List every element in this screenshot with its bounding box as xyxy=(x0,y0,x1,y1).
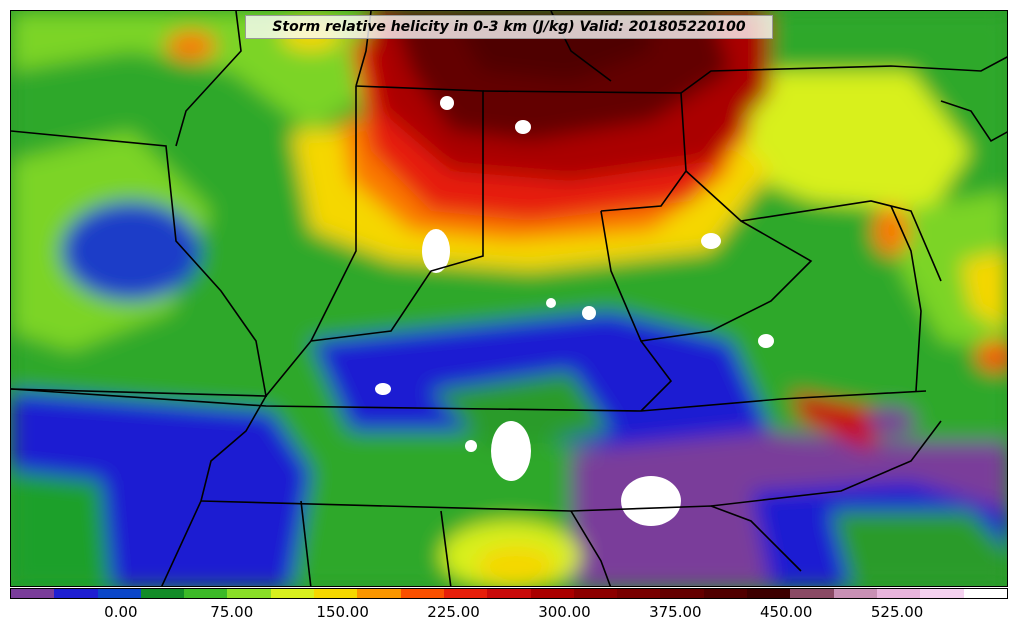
colorbar-tick-label: 75.00 xyxy=(210,603,254,621)
colorbar-segment xyxy=(747,589,791,598)
colorbar-segment xyxy=(184,589,228,598)
helicity-map xyxy=(11,11,1007,586)
colorbar-segment xyxy=(487,589,531,598)
colorbar-tick-label: 375.00 xyxy=(649,603,702,621)
colorbar xyxy=(10,588,1008,599)
map-frame xyxy=(10,10,1008,587)
colorbar-labels: 0.00 75.00 150.00 225.00 300.00 375.00 450.00 5… xyxy=(10,600,1008,624)
colorbar-tick-label: 300.00 xyxy=(538,603,591,621)
colorbar-tick-label: 450.00 xyxy=(759,603,813,621)
colorbar-segment xyxy=(617,589,661,598)
colorbar-segment xyxy=(400,589,444,598)
colorbar-segment xyxy=(790,589,834,598)
colorbar-segment xyxy=(530,589,574,598)
colorbar-tick-label: 225.00 xyxy=(427,603,480,621)
colorbar-segment xyxy=(314,589,358,598)
colorbar-segment xyxy=(97,589,141,598)
colorbar-segment xyxy=(703,589,748,598)
colorbar-segment xyxy=(573,589,618,598)
colorbar-segment xyxy=(270,589,315,598)
colorbar-segment xyxy=(920,589,964,598)
colorbar-tick-label: 150.00 xyxy=(316,603,369,621)
colorbar-tick-label: 0.00 xyxy=(104,603,138,621)
map-title: Storm relative helicity in 0-3 km (J/kg)… xyxy=(245,15,773,39)
colorbar-segment xyxy=(357,589,401,598)
colorbar-segment xyxy=(140,589,185,598)
colorbar-segment xyxy=(876,589,921,598)
colorbar-segment xyxy=(11,589,55,598)
colorbar-segment xyxy=(227,589,271,598)
colorbar-segment xyxy=(833,589,877,598)
colorbar-tick-label: 525.00 xyxy=(870,603,924,621)
colorbar-segment xyxy=(660,589,704,598)
colorbar-segment xyxy=(443,589,488,598)
colorbar-segment xyxy=(963,589,1007,598)
colorbar-segment xyxy=(54,589,98,598)
